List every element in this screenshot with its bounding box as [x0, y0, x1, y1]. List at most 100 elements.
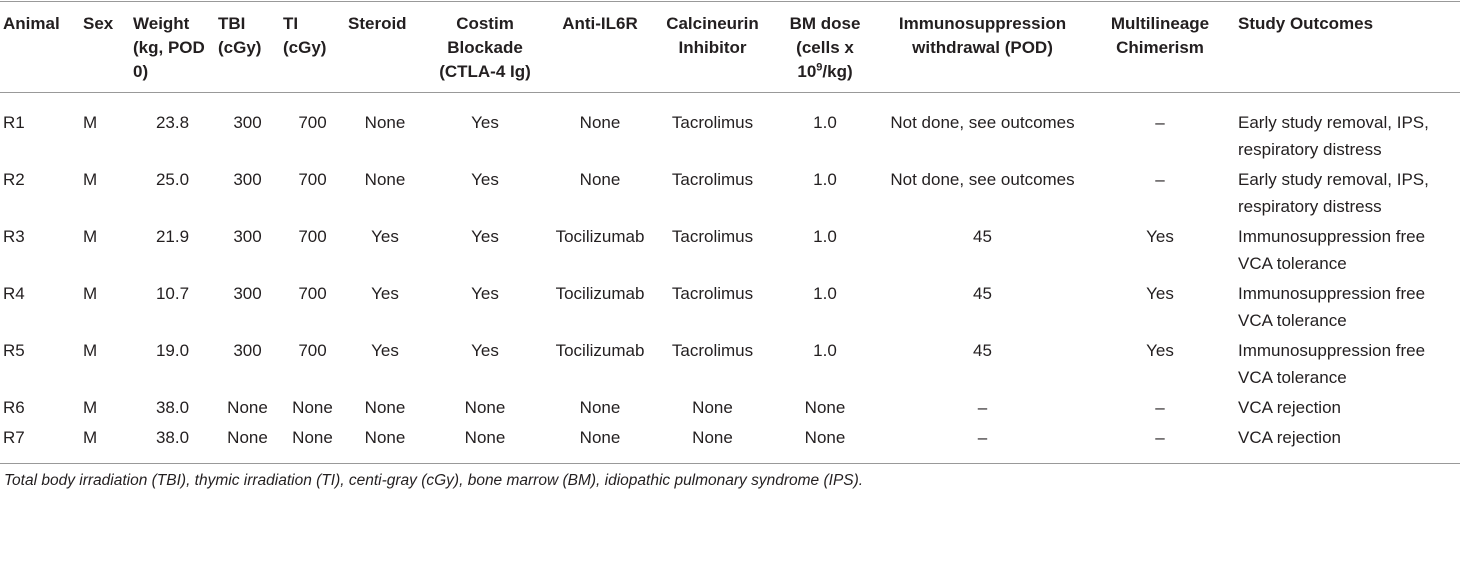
table-cell: Immunosuppression free VCA tolerance: [1238, 227, 1426, 273]
table-cell: Yes: [371, 227, 399, 246]
table-row: R6 M 38.0 None None None None None None None – – VCA…: [0, 392, 1460, 422]
table-cell: M: [83, 227, 98, 246]
table-cell: None: [364, 113, 406, 132]
table-cell: Tocilizumab: [555, 284, 645, 303]
data-table: Animal Sex Weight (kg, POD 0) TBI (cGy) TI (…: [0, 1, 1460, 464]
table-cell: –: [1155, 398, 1165, 417]
table-cell: 700: [298, 227, 327, 246]
column-header: TI (cGy): [280, 1, 345, 93]
table-cell: None: [215, 422, 280, 464]
table-cell: 300: [233, 284, 262, 303]
table-cell: 700: [298, 284, 327, 303]
table-cell: Early study removal, IPS, respiratory di…: [1238, 113, 1429, 159]
column-header: Immunosuppression withdrawal (POD): [880, 1, 1085, 93]
table-cell: –: [880, 422, 1085, 464]
table-cell: Yes: [471, 170, 499, 189]
table-cell: Yes: [471, 113, 499, 132]
table-cell: Yes: [371, 341, 399, 360]
header-text: 9: [816, 61, 823, 74]
table-cell: None: [579, 170, 621, 189]
table-cell: Tacrolimus: [671, 227, 754, 246]
table-body: R1 M 23.8 300 700 None Yes None Tacrolimus 1.0 Not…: [0, 93, 1460, 464]
table-cell: 700: [298, 170, 327, 189]
column-header: Study Outcomes: [1235, 1, 1460, 93]
table-cell: –: [1085, 422, 1235, 464]
table-cell: –: [1155, 113, 1165, 132]
table-cell: 25.0: [155, 170, 190, 189]
table-row: R4 M 10.7 300 700 Yes Yes Tocilizumab Tacrolimus…: [0, 278, 1460, 335]
column-header: BM dose (cells x 109/kg): [770, 1, 880, 93]
table-cell: R7: [0, 422, 80, 464]
table-cell: Tocilizumab: [555, 341, 645, 360]
table-cell: None: [579, 398, 621, 417]
table-cell: Tacrolimus: [671, 170, 754, 189]
table-cell: None: [464, 398, 506, 417]
table-row: R1 M 23.8 300 700 None Yes None Tacrolimus 1.0 Not…: [0, 93, 1460, 165]
table-cell: 19.0: [155, 341, 190, 360]
table-cell: 45: [973, 284, 992, 303]
column-header: Animal: [0, 1, 80, 93]
table-cell: None: [227, 398, 268, 417]
table-row: R3 M 21.9 300 700 Yes Yes Tocilizumab Tacrolimus…: [0, 221, 1460, 278]
table-cell: M: [83, 284, 98, 303]
table-cell: 1.0: [813, 113, 837, 132]
table-cell: 300: [233, 170, 262, 189]
table-cell: Yes: [471, 284, 499, 303]
table-cell: 700: [298, 341, 327, 360]
table-cell: R2: [3, 170, 25, 189]
column-header: Calcineurin Inhibitor: [655, 1, 770, 93]
table-row: R2 M 25.0 300 700 None Yes None Tacrolimus 1.0 Not…: [0, 164, 1460, 221]
table-cell: None: [692, 398, 733, 417]
table-row: R7 M 38.0 None None None None None None None – – VCA…: [0, 422, 1460, 464]
table-cell: R6: [3, 398, 25, 417]
table-cell: M: [83, 170, 98, 189]
column-header: Anti-IL6R: [545, 1, 655, 93]
table-cell: None: [292, 398, 333, 417]
column-header: Multilineage Chimerism: [1085, 1, 1235, 93]
table-cell: Tacrolimus: [671, 113, 754, 132]
table-cell: R3: [3, 227, 25, 246]
table-cell: 1.0: [813, 170, 837, 189]
table-cell: 1.0: [813, 284, 837, 303]
table-cell: 1.0: [813, 341, 837, 360]
footnote: Total body irradiation (TBI), thymic irr…: [4, 472, 864, 489]
table-cell: Yes: [1146, 227, 1174, 246]
table-cell: Tocilizumab: [555, 227, 645, 246]
table-cell: 1.0: [813, 227, 837, 246]
table-cell: None: [364, 398, 406, 417]
table-cell: 38.0: [130, 422, 215, 464]
table-cell: Not done, see outcomes: [890, 113, 1075, 132]
table-cell: M: [83, 341, 98, 360]
table-cell: 700: [298, 113, 327, 132]
header-row: Animal Sex Weight (kg, POD 0) TBI (cGy) TI (…: [0, 1, 1460, 93]
table-cell: Yes: [471, 227, 499, 246]
table-cell: None: [804, 398, 846, 417]
column-header: Sex: [80, 1, 130, 93]
table-cell: 300: [233, 113, 262, 132]
header-text: /kg): [822, 62, 853, 81]
table-cell: M: [83, 113, 98, 132]
table-cell: 38.0: [155, 398, 190, 417]
table-cell: Tacrolimus: [671, 284, 754, 303]
table-cell: None: [655, 422, 770, 464]
table-cell: 45: [973, 341, 992, 360]
table-cell: None: [280, 422, 345, 464]
table-cell: VCA rejection: [1235, 422, 1460, 464]
table-cell: 45: [973, 227, 992, 246]
table-cell: Yes: [1146, 284, 1174, 303]
table-cell: None: [579, 113, 621, 132]
table-cell: None: [770, 422, 880, 464]
table-cell: None: [364, 170, 406, 189]
table-cell: 21.9: [155, 227, 190, 246]
table-cell: R5: [3, 341, 25, 360]
table-cell: Tacrolimus: [671, 341, 754, 360]
column-header: TBI (cGy): [215, 1, 280, 93]
table-cell: Yes: [471, 341, 499, 360]
table-cell: Early study removal, IPS, respiratory di…: [1238, 170, 1429, 216]
column-header: Weight (kg, POD 0): [130, 1, 215, 93]
table-cell: Yes: [1146, 341, 1174, 360]
table-cell: –: [977, 398, 988, 417]
table-cell: Not done, see outcomes: [890, 170, 1075, 189]
table-cell: M: [83, 398, 98, 417]
